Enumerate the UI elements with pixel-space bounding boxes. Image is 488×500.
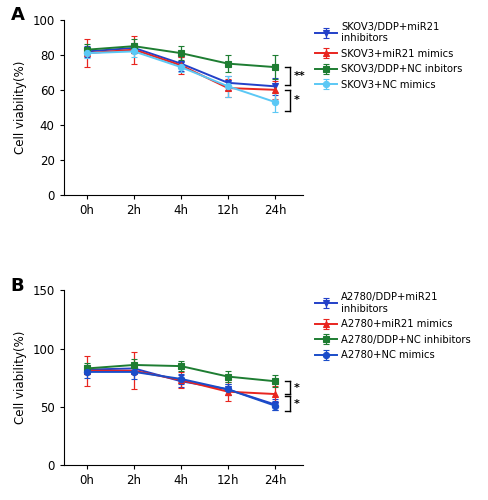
Y-axis label: Cell viability(%): Cell viability(%) — [14, 331, 27, 424]
Y-axis label: Cell viability(%): Cell viability(%) — [14, 60, 27, 154]
Text: *: * — [293, 96, 299, 106]
Text: B: B — [11, 276, 24, 294]
Text: *: * — [293, 399, 299, 409]
Text: A: A — [11, 6, 25, 24]
Legend: SKOV3/DDP+miR21
inhibitors, SKOV3+miR21 mimics, SKOV3/DDP+NC inbitors, SKOV3+NC : SKOV3/DDP+miR21 inhibitors, SKOV3+miR21 … — [315, 22, 462, 90]
Legend: A2780/DDP+miR21
inhibitors, A2780+miR21 mimics, A2780/DDP+NC inhibitors, A2780+N: A2780/DDP+miR21 inhibitors, A2780+miR21 … — [315, 292, 470, 360]
Text: **: ** — [293, 71, 305, 81]
Text: *: * — [293, 382, 299, 392]
